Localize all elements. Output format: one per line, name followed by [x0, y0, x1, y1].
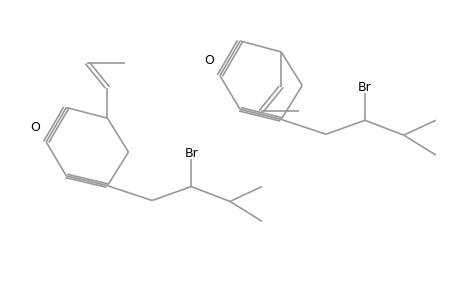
Text: O: O: [204, 54, 214, 67]
Text: O: O: [31, 121, 40, 134]
Text: Br: Br: [184, 147, 197, 160]
Text: Br: Br: [357, 81, 371, 94]
